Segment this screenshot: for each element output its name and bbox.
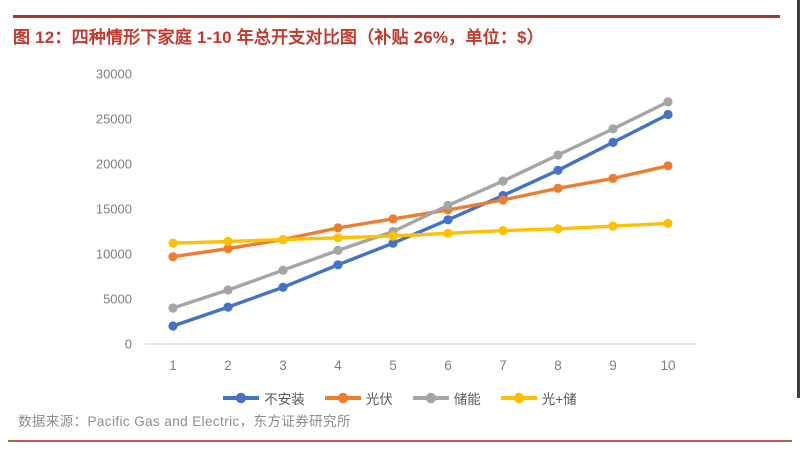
- chart-legend: 不安装 光伏 储能 光+储: [15, 388, 785, 408]
- series-line-1: [171, 164, 670, 259]
- x-axis-label: 9: [609, 358, 617, 373]
- x-axis-label: 6: [444, 358, 452, 373]
- data-point: [278, 282, 288, 292]
- right-edge-border: [797, 0, 800, 398]
- series-line-2: [171, 100, 670, 310]
- top-divider: [13, 15, 780, 18]
- legend-label: 光伏: [365, 392, 393, 407]
- data-point: [608, 124, 618, 134]
- data-point: [388, 231, 398, 241]
- x-axis-label: 3: [279, 358, 287, 373]
- data-point: [663, 97, 673, 107]
- legend-marker-icon: [412, 392, 449, 404]
- data-point: [278, 265, 288, 275]
- x-axis-label: 7: [499, 358, 507, 373]
- data-point: [223, 244, 233, 254]
- data-point: [168, 252, 178, 262]
- x-axis-label: 5: [389, 358, 397, 373]
- data-source-text: 数据来源：Pacific Gas and Electric，东方证券研究所: [18, 414, 351, 429]
- data-point: [498, 195, 508, 205]
- data-point: [223, 236, 233, 246]
- x-axis-label: 4: [334, 358, 342, 373]
- figure-title: 图 12：四种情形下家庭 1-10 年总开支对比图（补贴 26%，单位：$）: [13, 28, 544, 47]
- series-line-0: [171, 112, 670, 328]
- data-point: [608, 221, 618, 231]
- y-axis-label: 5000: [103, 292, 132, 307]
- data-point: [553, 224, 563, 234]
- data-point: [443, 228, 453, 238]
- bottom-divider: [8, 440, 792, 442]
- legend-item-2: 储能: [412, 388, 481, 408]
- data-point: [553, 183, 563, 193]
- data-point: [223, 302, 233, 312]
- legend-marker-icon: [324, 392, 361, 404]
- data-point: [553, 150, 563, 160]
- data-point: [498, 226, 508, 236]
- x-axis-label: 1: [169, 358, 177, 373]
- data-point: [388, 214, 398, 224]
- data-point: [168, 321, 178, 331]
- line-chart: 0 5000 10000 15000 20000 25000 30000 1 2 3 4 5 6 7 8 9 1…: [96, 67, 697, 373]
- legend-marker-icon: [500, 392, 537, 404]
- data-point: [168, 238, 178, 248]
- series-line-3: [171, 221, 670, 245]
- legend-item-3: 光+储: [500, 388, 577, 408]
- data-point: [663, 218, 673, 228]
- data-point: [278, 235, 288, 245]
- x-axis-label: 8: [554, 358, 562, 373]
- y-axis-label: 15000: [96, 202, 132, 217]
- data-point: [333, 260, 343, 270]
- data-point: [388, 238, 398, 248]
- data-point: [333, 223, 343, 233]
- legend-label: 不安装: [264, 392, 305, 407]
- data-point: [333, 245, 343, 255]
- data-point: [223, 285, 233, 295]
- data-point: [168, 303, 178, 313]
- y-axis-label: 20000: [96, 157, 132, 172]
- x-axis-label: 2: [224, 358, 232, 373]
- data-point: [443, 200, 453, 210]
- data-point: [333, 233, 343, 243]
- legend-item-1: 光伏: [324, 388, 393, 408]
- data-point: [553, 165, 563, 175]
- data-point: [608, 137, 618, 147]
- data-point: [663, 161, 673, 171]
- y-axis-label: 25000: [96, 112, 132, 127]
- y-axis-label: 10000: [96, 247, 132, 262]
- legend-label: 储能: [453, 392, 481, 407]
- data-point: [498, 176, 508, 186]
- x-axis-label: 10: [660, 358, 675, 373]
- y-axis-label: 0: [125, 337, 132, 352]
- data-point: [663, 109, 673, 120]
- data-point: [608, 173, 618, 183]
- y-axis-label: 30000: [96, 67, 132, 82]
- data-point: [443, 215, 453, 225]
- legend-item-0: 不安装: [223, 388, 305, 408]
- legend-label: 光+储: [541, 392, 577, 407]
- legend-marker-icon: [223, 392, 260, 404]
